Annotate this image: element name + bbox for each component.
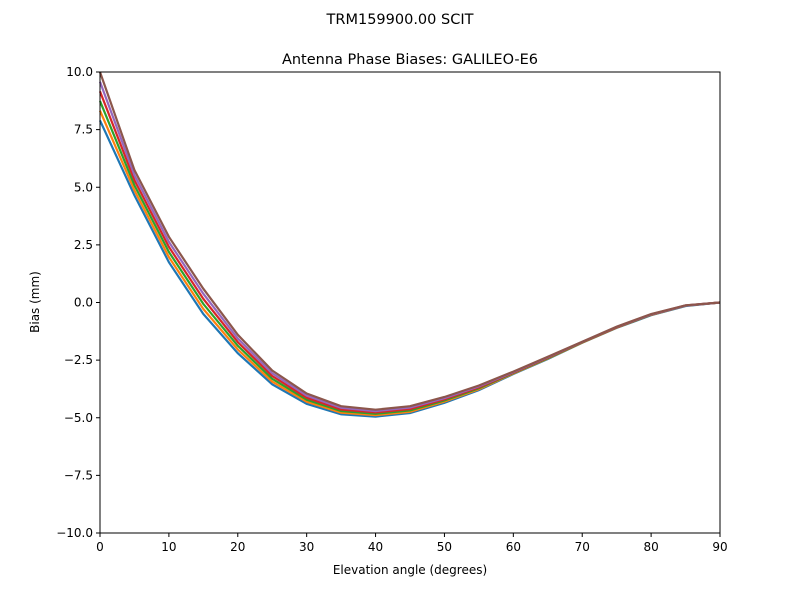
y-tick-label: −2.5 — [64, 353, 93, 367]
x-axis-label: Elevation angle (degrees) — [333, 563, 487, 577]
series-line-6 — [98, 71, 721, 411]
y-tick-label: −10.0 — [56, 526, 93, 540]
x-tick-label: 90 — [712, 540, 727, 554]
series-line-2 — [98, 110, 721, 417]
series-line-5 — [98, 81, 721, 413]
x-tick-label: 50 — [437, 540, 452, 554]
y-tick-label: 7.5 — [74, 123, 93, 137]
y-tick-label: 10.0 — [66, 65, 93, 79]
x-axis-ticks: 0 10 20 30 40 50 60 70 80 90 — [96, 533, 728, 554]
x-tick-label: 10 — [161, 540, 176, 554]
series-lines — [98, 71, 721, 418]
x-tick-label: 70 — [575, 540, 590, 554]
x-tick-label: 40 — [368, 540, 383, 554]
series-line-4 — [98, 91, 721, 414]
x-tick-label: 20 — [230, 540, 245, 554]
x-tick-label: 60 — [506, 540, 521, 554]
y-tick-label: 2.5 — [74, 238, 93, 252]
chart-suptitle: TRM159900.00 SCIT — [326, 12, 474, 28]
y-axis-label: Bias (mm) — [28, 271, 42, 333]
chart-title: Antenna Phase Biases: GALILEO-E6 — [282, 52, 538, 68]
y-tick-label: −5.0 — [64, 411, 93, 425]
y-axis-ticks: 10.0 7.5 5.0 2.5 0.0 −2.5 −5.0 −7.5 −10.0 — [56, 65, 100, 540]
y-tick-label: 5.0 — [74, 180, 93, 194]
x-tick-label: 30 — [299, 540, 314, 554]
series-line-1 — [99, 119, 721, 418]
x-tick-label: 0 — [96, 540, 104, 554]
x-tick-label: 80 — [643, 540, 658, 554]
y-tick-label: −7.5 — [64, 468, 93, 482]
plot-frame — [99, 71, 721, 534]
y-tick-label: 0.0 — [74, 296, 93, 310]
series-line-3 — [98, 100, 721, 415]
